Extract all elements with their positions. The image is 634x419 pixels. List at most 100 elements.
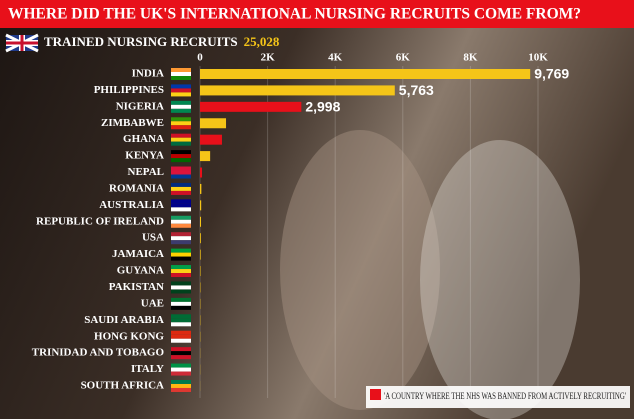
flag — [171, 121, 191, 126]
flag — [171, 334, 191, 339]
flag — [171, 150, 191, 155]
flag — [171, 117, 191, 122]
flag — [171, 281, 191, 286]
flag — [171, 269, 191, 274]
flag — [171, 305, 191, 310]
category-label: GHANA — [123, 133, 164, 145]
flag — [171, 203, 191, 208]
bar — [200, 200, 202, 211]
flag — [171, 108, 191, 113]
flag — [171, 84, 191, 89]
flag — [171, 223, 191, 228]
category-label: USA — [142, 232, 164, 244]
flag — [171, 137, 191, 142]
legend-swatch — [370, 389, 381, 400]
category-label: INDIA — [132, 68, 164, 80]
uk-flag — [5, 33, 39, 53]
flag — [171, 236, 191, 241]
x-tick-label: 0 — [197, 52, 203, 64]
flag — [171, 371, 191, 376]
flag — [171, 186, 191, 191]
photo-figure — [420, 140, 580, 419]
title-bar — [0, 0, 634, 28]
bar — [200, 85, 395, 96]
chart-title: WHERE DID THE UK'S INTERNATIONAL NURSING… — [8, 6, 581, 23]
category-label: SOUTH AFRICA — [81, 380, 164, 392]
flag — [171, 387, 191, 392]
photo-figure — [280, 130, 440, 410]
flag — [171, 355, 191, 360]
flag — [171, 158, 191, 163]
category-label: TRINIDAD AND TOBAGO — [32, 347, 165, 359]
category-label: ROMANIA — [109, 182, 164, 194]
bar — [200, 216, 202, 227]
flag — [171, 256, 191, 261]
category-label: NEPAL — [128, 166, 164, 178]
flag — [171, 285, 191, 290]
flag — [171, 363, 191, 368]
flag — [171, 318, 191, 323]
flag — [171, 133, 191, 138]
flag — [171, 100, 191, 105]
bar — [200, 134, 222, 145]
category-label: SAUDI ARABIA — [84, 314, 164, 326]
flag — [171, 68, 191, 72]
flag — [171, 330, 191, 335]
flag — [171, 88, 191, 93]
flag — [171, 314, 191, 319]
x-tick-label: 4K — [328, 52, 343, 64]
flag — [171, 252, 191, 257]
total: 25,028 — [244, 34, 280, 49]
bar — [200, 266, 201, 277]
value-label: 5,763 — [399, 82, 434, 98]
flag — [171, 289, 191, 294]
flag — [171, 72, 191, 76]
category-label: GUYANA — [117, 265, 164, 277]
x-tick-label: 6K — [396, 52, 411, 64]
category-label: KENYA — [125, 150, 164, 162]
flag — [171, 240, 191, 245]
flag — [171, 154, 191, 159]
category-label: HONG KONG — [94, 330, 164, 342]
flag — [171, 190, 191, 195]
value-label: 2,998 — [305, 99, 340, 115]
category-label: ZIMBABWE — [101, 117, 164, 129]
flag — [171, 338, 191, 343]
flag — [171, 104, 191, 109]
bar — [200, 167, 203, 178]
x-tick-label: 8K — [463, 52, 478, 64]
category-label: NIGERIA — [116, 100, 164, 112]
flag — [171, 273, 191, 278]
flag — [171, 215, 191, 220]
flag — [171, 92, 191, 97]
flag — [171, 141, 191, 146]
flag — [171, 170, 191, 175]
subtitle: TRAINED NURSING RECRUITS — [44, 34, 238, 49]
bar — [200, 233, 201, 244]
flag — [171, 76, 191, 80]
flag — [171, 351, 191, 356]
flag — [171, 367, 191, 372]
flag — [171, 219, 191, 224]
bar — [200, 69, 531, 79]
flag — [171, 207, 191, 212]
x-tick-label: 2K — [261, 52, 276, 64]
flag — [171, 347, 191, 352]
category-label: ITALY — [131, 363, 164, 375]
flag — [171, 379, 191, 384]
flag — [171, 265, 191, 270]
flag — [171, 199, 191, 204]
category-label: JAMAICA — [112, 248, 164, 260]
legend-text: 'A COUNTRY WHERE THE NHS WAS BANNED FROM… — [384, 392, 626, 402]
flag — [171, 232, 191, 237]
bar — [200, 151, 211, 162]
bar — [200, 249, 201, 260]
category-label: PAKISTAN — [109, 281, 164, 293]
flag — [171, 383, 191, 388]
x-tick-label: 10K — [528, 52, 548, 64]
category-label: AUSTRALIA — [99, 199, 164, 211]
flag — [171, 322, 191, 327]
flag — [171, 248, 191, 253]
category-label: UAE — [141, 297, 164, 309]
flag — [171, 297, 191, 302]
